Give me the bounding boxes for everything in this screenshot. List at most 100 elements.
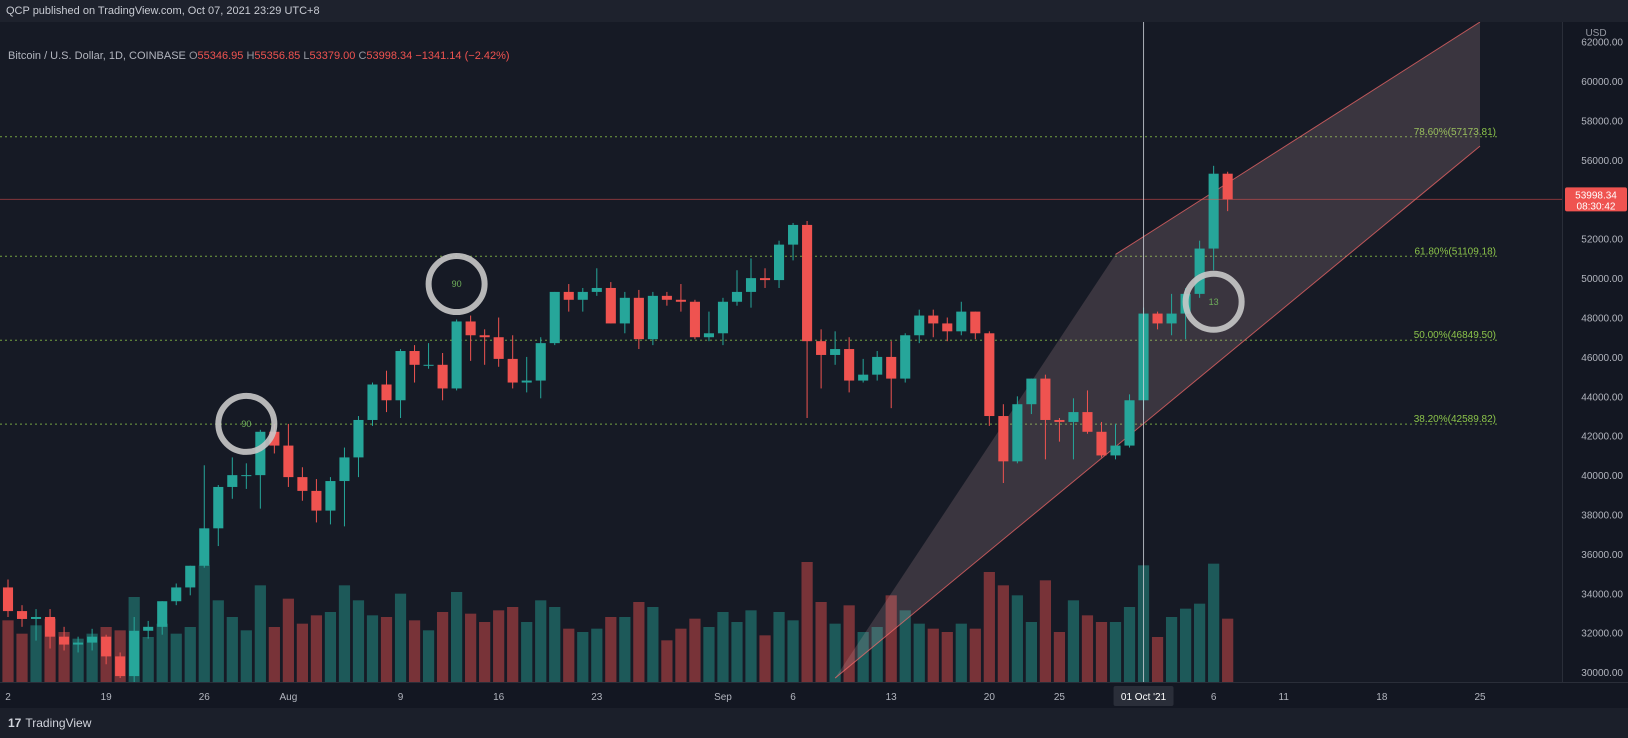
candle-body xyxy=(115,656,126,677)
volume-bar xyxy=(563,628,575,682)
volume-bar xyxy=(549,607,561,682)
candle-body xyxy=(381,384,392,401)
candle-body xyxy=(675,299,686,302)
candle-body xyxy=(1012,404,1023,462)
price-tick-label: 42000.00 xyxy=(1581,432,1623,443)
time-tick-label: 18 xyxy=(1376,692,1388,703)
candle-body xyxy=(465,321,476,336)
price-tick-label: 44000.00 xyxy=(1581,392,1623,403)
volume-bar xyxy=(1053,632,1066,682)
volume-bar xyxy=(366,615,379,682)
volume-bar xyxy=(1011,595,1023,682)
volume-bar xyxy=(1039,580,1052,682)
candle-body xyxy=(507,358,518,383)
candle-body xyxy=(956,311,967,332)
volume-bar xyxy=(619,617,631,682)
price-tick-label: 48000.00 xyxy=(1581,314,1623,325)
candle-body xyxy=(367,384,378,420)
candle-body xyxy=(1166,313,1177,324)
chart-area[interactable]: 78.60%(57173.81) 61.80%(51109.18) 50.00%(4… xyxy=(0,22,1562,682)
candle-body xyxy=(255,431,266,476)
fib-level-label: 38.20%(42589.82) xyxy=(1414,414,1496,425)
volume-bar xyxy=(268,627,280,682)
volume-bar xyxy=(941,632,953,682)
price-axis-svg: USD 30000.00 32000.00 34000.00 36000.00 3800… xyxy=(1565,28,1627,679)
volume-bar xyxy=(58,632,70,682)
low-label: L xyxy=(303,50,310,62)
candle-body xyxy=(802,224,813,342)
volume-bar xyxy=(156,623,168,682)
candle-body xyxy=(1222,173,1233,200)
fib-level-label: 78.60%(57173.81) xyxy=(1414,127,1496,138)
candle-body xyxy=(1152,313,1163,324)
candle-body xyxy=(1110,445,1121,456)
volume-bar xyxy=(296,623,309,682)
candle-body xyxy=(1208,173,1219,249)
candle-body xyxy=(998,416,1009,462)
volume-bar xyxy=(675,628,687,682)
volume-bar xyxy=(745,610,757,682)
candle-body xyxy=(563,291,574,300)
candle-body xyxy=(984,333,995,417)
volume-bar xyxy=(493,610,505,682)
candle-body xyxy=(900,335,911,379)
volume-bar xyxy=(815,602,827,682)
volume-bar xyxy=(16,633,28,682)
candle-body xyxy=(45,616,56,637)
price-tick-label: 58000.00 xyxy=(1581,117,1623,128)
volume-bar xyxy=(142,637,154,682)
countdown-label: 08:30:42 xyxy=(1577,201,1616,212)
candle-body xyxy=(227,475,238,487)
candle-body xyxy=(745,278,757,292)
candle-body xyxy=(759,278,771,281)
time-tick-label: 11 xyxy=(1279,692,1290,703)
volume-bar xyxy=(451,592,463,682)
volume-bar xyxy=(703,627,715,682)
volume-bar xyxy=(1208,563,1220,682)
volume-bar xyxy=(324,612,337,682)
price-tick-label: 38000.00 xyxy=(1581,511,1623,522)
time-tick-label: 19 xyxy=(101,692,113,703)
candle-body xyxy=(1082,412,1093,432)
candle-body xyxy=(717,301,729,334)
candle-body xyxy=(1054,419,1065,422)
candle-body xyxy=(731,291,743,302)
symbol-legend: Bitcoin / U.S. Dollar, 1D, COINBASE O553… xyxy=(8,50,510,62)
volume-bar xyxy=(72,638,84,682)
price-axis[interactable]: USD 30000.00 32000.00 34000.00 36000.00 3800… xyxy=(1562,22,1628,682)
candle-body xyxy=(521,380,532,383)
candle-body xyxy=(311,490,322,511)
volume-bar xyxy=(899,610,911,682)
volume-bar xyxy=(759,635,771,682)
volume-bar xyxy=(717,612,729,682)
highlight-circle xyxy=(215,392,278,455)
time-tick-label: 25 xyxy=(1474,692,1486,703)
volume-bar xyxy=(885,595,897,682)
candle-body xyxy=(914,315,925,336)
time-axis[interactable]: 2 19 26 Aug 9 16 23 Sep 6 13 20 25 01 Oct '21 6 11 18 25 xyxy=(0,682,1628,709)
volume-bar xyxy=(1025,622,1037,682)
volume-bar xyxy=(254,585,266,682)
price-tick-label: 62000.00 xyxy=(1581,38,1623,49)
volume-bar xyxy=(591,628,603,682)
volume-bar xyxy=(857,632,869,682)
candle-body xyxy=(30,616,42,619)
candle-body xyxy=(816,341,827,355)
volume-bar xyxy=(507,607,519,682)
price-tick-label: 40000.00 xyxy=(1581,471,1623,482)
time-tick-label: 23 xyxy=(591,692,603,703)
published-header: QCP published on TradingView.com, Oct 07… xyxy=(0,0,1628,22)
candle-body xyxy=(185,565,196,588)
time-tick-label: 9 xyxy=(398,692,404,703)
open-value: 55346.95 xyxy=(197,50,244,62)
candle-body xyxy=(423,364,434,366)
candle-body xyxy=(437,364,448,389)
highlight-label: 13 xyxy=(1209,297,1219,307)
price-chart[interactable]: 78.60%(57173.81) 61.80%(51109.18) 50.00%(4… xyxy=(0,22,1562,682)
volume-bar xyxy=(689,618,701,682)
volume-bar xyxy=(927,628,939,682)
open-label: O xyxy=(188,50,198,62)
current-price-label: 53998.34 xyxy=(1575,190,1617,201)
volume-bar xyxy=(44,618,56,682)
time-tick-label: 6 xyxy=(1211,692,1217,703)
